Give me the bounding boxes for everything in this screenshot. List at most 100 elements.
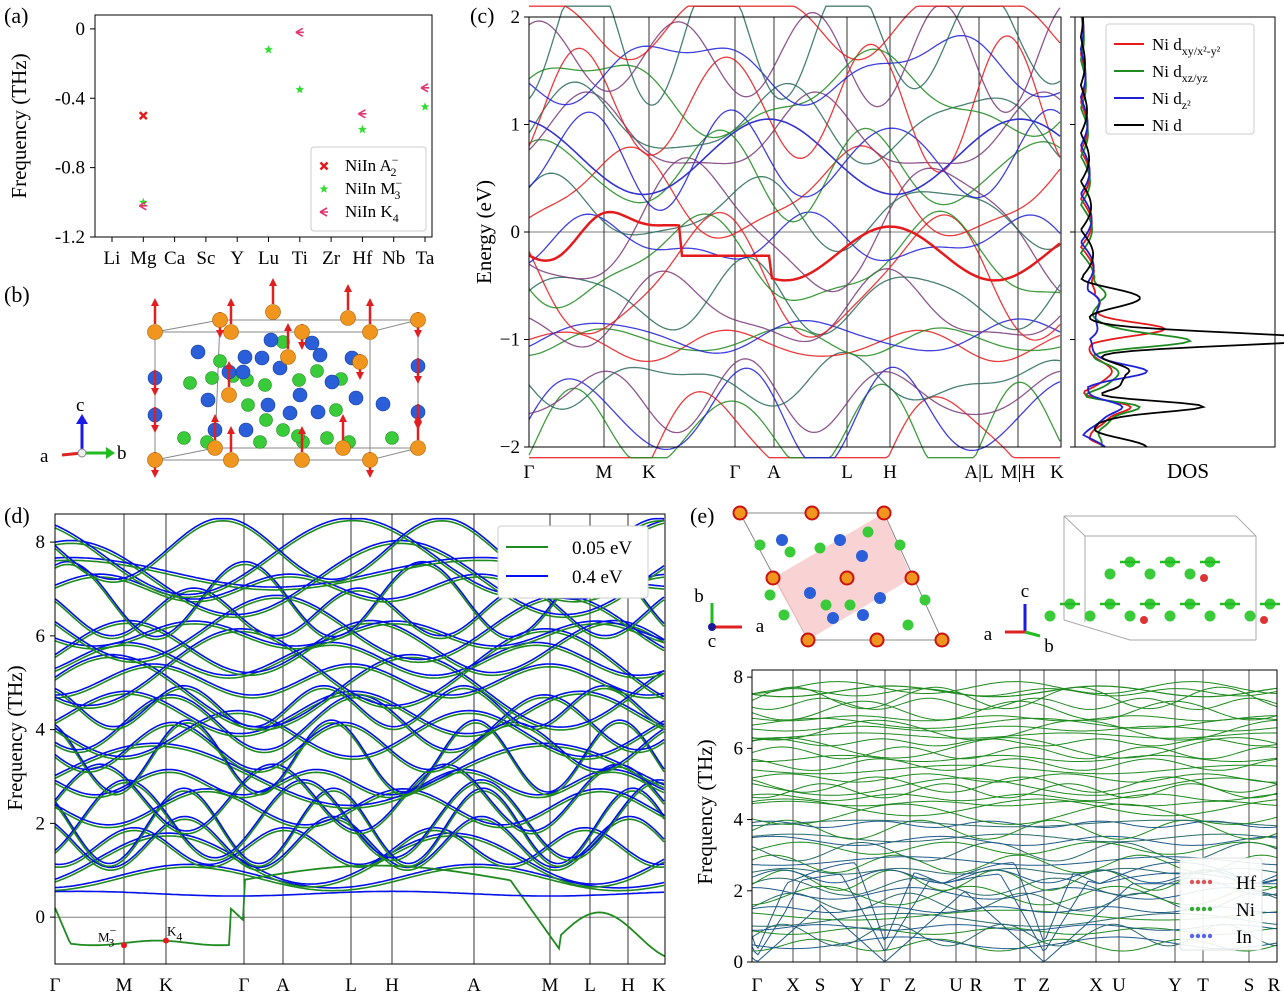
panel-e-band xyxy=(751,688,1278,697)
panel-e-cell3d-edge xyxy=(1063,619,1131,641)
panel-b-displacement-arrowhead xyxy=(269,278,277,286)
panel-d-xtick-label: L xyxy=(345,975,357,996)
panel-e-atom-blue xyxy=(874,592,886,604)
panel-c-ytick-label: 2 xyxy=(511,7,521,28)
panel-e-atom-orange xyxy=(800,632,816,648)
panel-e-axis-a-label: a xyxy=(756,616,765,637)
panel-e-legend-entry: Hf xyxy=(1236,873,1257,894)
panel-b-structure: c a b xyxy=(40,278,426,478)
panel-e-xtick-label: X xyxy=(1089,975,1103,996)
panel-e-legend-dot xyxy=(1207,933,1213,939)
panel-e-band xyxy=(751,681,1278,694)
panel-e-cell3d-edge xyxy=(1235,515,1257,537)
panel-b-atom-green xyxy=(241,398,255,412)
panel-d-xtick-label: A xyxy=(467,975,481,996)
panel-e-atom-orange xyxy=(876,505,892,521)
panel-a-xtick-label: Ca xyxy=(164,248,186,269)
panel-e-atom-green xyxy=(919,594,931,606)
panel-b-atom-blue xyxy=(348,390,364,406)
panel-label-a: (a) xyxy=(4,3,28,28)
panel-e-xtick-label: Y xyxy=(850,975,864,996)
panel-b-atom-blue xyxy=(238,422,254,438)
panel-d-band xyxy=(54,687,665,731)
panel-d-band xyxy=(54,684,665,728)
panel-a-ytick-label: -0.8 xyxy=(55,158,85,179)
panel-e-ytick-label: 8 xyxy=(734,667,744,688)
panel-label-e: (e) xyxy=(690,503,714,528)
panel-b-atom-blue xyxy=(272,360,288,376)
panel-c-band xyxy=(528,256,1061,336)
panel-c-band xyxy=(528,211,1061,264)
panel-d-ylabel: Frequency (THz) xyxy=(3,665,27,810)
panel-c-legend-entry: Ni dxz/yz xyxy=(1152,62,1208,85)
panel-e-legend-dot xyxy=(1201,933,1207,939)
panel-e-xtick-label: Z xyxy=(1038,975,1050,996)
panel-b-atom-orange xyxy=(410,440,426,456)
panel-e-atom3d-green xyxy=(1144,568,1156,580)
panel-c-band xyxy=(528,157,1061,293)
panel-b-atom-blue xyxy=(235,364,251,380)
panel-b-displacement-arrowhead xyxy=(151,425,159,433)
panel-e-xtick-label: T xyxy=(1197,975,1209,996)
panel-b-atom-green xyxy=(205,371,219,385)
panel-a-chart: 0 -0.4 -0.8 -1.2 Li Mg Ca Sc Y Lu Ti Zr Hf Nb Ta Freq… xyxy=(7,14,435,269)
panel-e-axis3d-c-label: c xyxy=(1021,581,1029,602)
panel-e-atom-green xyxy=(902,619,914,631)
panel-b-cell-edge xyxy=(154,319,221,333)
panel-e-atom-blue xyxy=(857,609,869,621)
panel-b-atom-orange xyxy=(223,452,239,468)
panel-a-ytick-label: -0.4 xyxy=(55,88,86,109)
panel-c-legend-entry: Ni dxy/x²-y² xyxy=(1152,35,1221,58)
panel-d-band xyxy=(54,763,665,832)
panel-e-legend-dot xyxy=(1195,879,1201,885)
panel-a-legend-marker xyxy=(319,161,329,171)
panel-c-band xyxy=(528,318,1061,354)
panel-c-dos-dxz xyxy=(1079,16,1193,448)
panel-d-band xyxy=(54,866,665,892)
panel-a-point xyxy=(420,83,429,93)
panel-d-band xyxy=(54,832,665,885)
panel-b-atom-orange xyxy=(147,452,163,468)
panel-a-legend-box xyxy=(310,146,427,232)
panel-d-band xyxy=(54,576,665,603)
panel-e-xtick-label: T xyxy=(1014,975,1026,996)
panel-c-ytick-label: 1 xyxy=(511,115,521,136)
panel-b-atom-orange xyxy=(223,324,239,340)
panel-b-atom-blue xyxy=(304,335,320,351)
panel-b-atom-blue xyxy=(200,392,216,408)
panel-e-atom-blue xyxy=(856,550,868,562)
panel-d-annot-k4: K4 xyxy=(167,924,182,944)
panel-c-chart: 2 1 0 −1 −2 Γ M K Γ A L H A|L M|H K Energy (eV) DOS N… xyxy=(472,5,1284,483)
panel-d-band xyxy=(54,628,665,707)
panel-a-xtick-label: Ti xyxy=(292,248,308,269)
panel-e-band xyxy=(751,758,1278,771)
panel-d-band xyxy=(54,539,665,616)
panel-b-atom-green xyxy=(276,423,290,437)
panel-c-band xyxy=(529,391,1060,459)
panel-e-legend-dot xyxy=(1195,933,1201,939)
panel-b-atom-orange xyxy=(294,452,310,468)
panel-d-band xyxy=(54,721,665,771)
panel-e-top-band xyxy=(751,685,1278,698)
panel-b-displacement-arrowhead xyxy=(227,426,235,434)
panel-c-xtick-label: L xyxy=(841,462,853,483)
panel-b-cell-edge xyxy=(369,319,419,333)
panel-c-ytick-label: −1 xyxy=(500,330,520,351)
panel-d-band xyxy=(54,641,665,677)
panel-e-legend-dot xyxy=(1201,906,1207,912)
panel-e-xtick-label: Γ xyxy=(752,975,763,996)
panel-d-xtick-label: A xyxy=(276,975,290,996)
panel-e-atom3d-green xyxy=(1204,610,1216,622)
panel-b-atom-orange xyxy=(207,440,223,456)
panel-d-ytick-label: 0 xyxy=(36,907,46,928)
panel-c-legend-box xyxy=(1105,23,1255,135)
panel-e-band xyxy=(751,835,1278,846)
panel-e-frame xyxy=(751,669,1278,963)
panel-e-atom-orange xyxy=(732,505,748,521)
panel-d-band xyxy=(54,790,665,829)
panel-e-atom-green xyxy=(814,542,826,554)
panel-e-band xyxy=(751,820,1278,829)
panel-c-xtick-label: A xyxy=(767,462,781,483)
panel-c-xtick-label: A|L xyxy=(964,462,993,483)
panel-e-atom-blue xyxy=(776,534,788,546)
